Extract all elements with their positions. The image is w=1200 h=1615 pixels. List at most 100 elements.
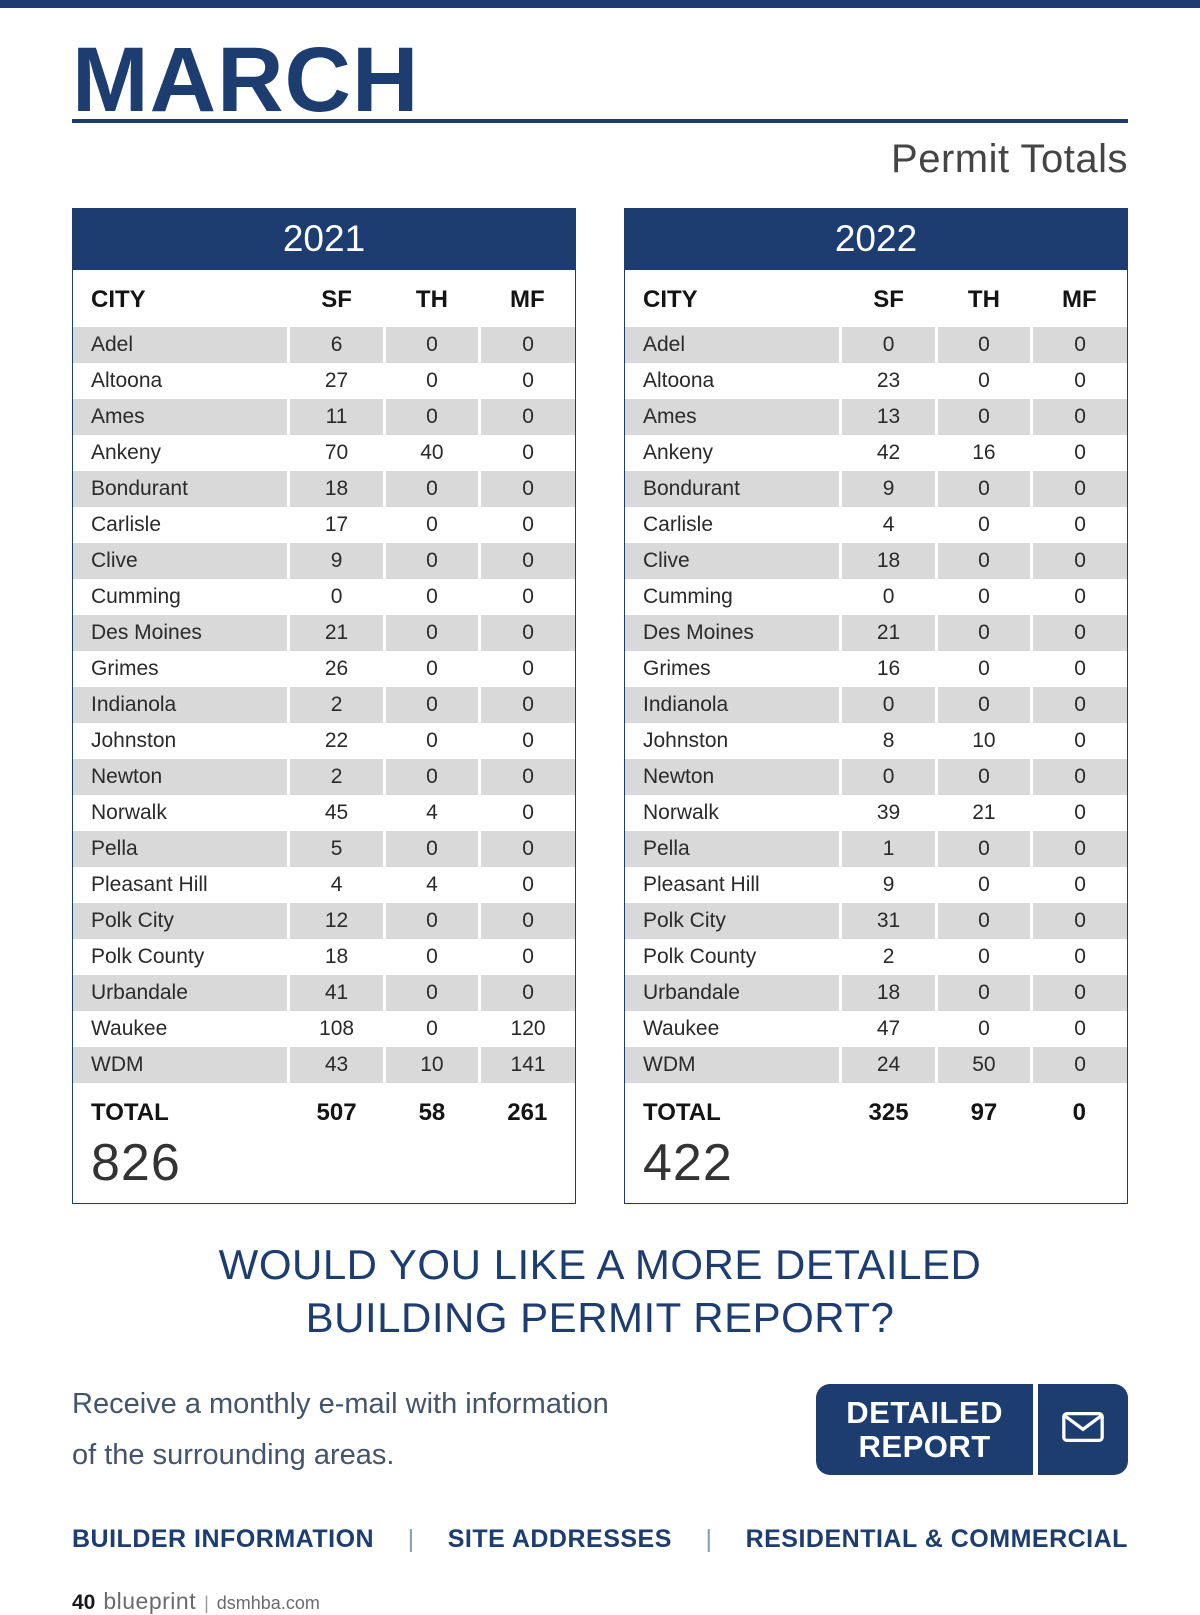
table-row: Johnston 22 0 0 [73,722,575,759]
permit-value: 0 [1030,470,1127,507]
permit-value: 18 [287,938,385,975]
city-name: Clive [643,548,690,572]
permit-data-table-2021: CITY SF TH MF Adel 6 0 0 Altoona 27 0 0 Ames 11 0 0… [73,270,575,1203]
permit-value: 26 [287,650,385,687]
table-row: Ankeny 42 16 0 [625,434,1127,471]
city-name: Altoona [91,368,163,392]
permit-value: 9 [839,470,937,507]
permit-value: 0 [934,1010,1032,1047]
permit-value: 0 [934,866,1032,903]
permit-value: 5 [287,830,385,867]
permit-value: 0 [382,758,480,795]
permit-value: 0 [382,398,480,435]
cta-row: Receive a monthly e-mail with informatio… [72,1379,1128,1481]
permit-value: 2 [839,938,937,975]
city-name: Pella [643,836,690,860]
total-mf: 0 [1072,1098,1086,1126]
column-header-sf: SF [321,285,352,313]
permit-value: 9 [287,542,385,579]
permit-value: 108 [287,1010,385,1047]
column-header-row: CITY SF TH MF [73,270,575,327]
table-row: Cumming 0 0 0 [625,578,1127,615]
table-row: Ames 13 0 0 [625,398,1127,435]
table-row: Polk County 18 0 0 [73,938,575,975]
city-name: Newton [91,764,163,788]
permit-value: 0 [1030,542,1127,579]
city-name: WDM [643,1052,696,1076]
permit-value: 0 [478,326,575,363]
permit-value: 0 [478,758,575,795]
total-sf: 507 [316,1098,357,1126]
permit-value: 0 [934,938,1032,975]
permit-value: 21 [934,794,1032,831]
permit-value: 0 [1030,830,1127,867]
city-name: Altoona [643,368,715,392]
permit-value: 0 [934,830,1032,867]
table-row: Urbandale 18 0 0 [625,974,1127,1011]
permit-value: 0 [934,578,1032,615]
detailed-report-button-label[interactable]: DETAILED REPORT [816,1384,1033,1476]
permit-value: 0 [1030,578,1127,615]
city-name: Adel [91,332,134,356]
table-row: Waukee 108 0 120 [73,1010,575,1047]
permit-value: 10 [934,722,1032,759]
permit-value: 47 [839,1010,937,1047]
permit-value: 0 [934,398,1032,435]
permit-value: 0 [934,902,1032,939]
table-row: Bondurant 18 0 0 [73,470,575,507]
permit-value: 16 [839,650,937,687]
permit-value: 0 [478,398,575,435]
footer-link-separator: | [407,1524,415,1553]
permit-value: 0 [1030,866,1127,903]
city-name: Clive [91,548,138,572]
year-header-2022: 2022 [625,208,1127,270]
envelope-icon [1060,1404,1106,1455]
city-name: Urbandale [91,980,188,1004]
permit-value: 0 [382,470,480,507]
grand-total-row: 826 [73,1131,575,1203]
city-name: Ames [643,404,697,428]
detailed-report-button[interactable]: DETAILED REPORT [816,1384,1128,1476]
permit-value: 0 [1030,362,1127,399]
permit-value: 2 [287,758,385,795]
total-label: TOTAL [643,1098,721,1126]
column-header-mf: MF [509,285,545,313]
cta-heading: WOULD YOU LIKE A MORE DETAILED BUILDING … [72,1238,1128,1346]
city-name: Grimes [91,656,159,680]
permit-value: 0 [934,974,1032,1011]
total-label: TOTAL [91,1098,169,1126]
permit-value: 0 [1030,902,1127,939]
city-name: Cumming [91,584,181,608]
permit-value: 23 [839,362,937,399]
permit-value: 141 [478,1046,575,1083]
permit-value: 0 [1030,758,1127,795]
permit-value: 0 [1030,974,1127,1011]
permit-value: 0 [382,938,480,975]
permit-value: 50 [934,1046,1032,1083]
footer-link-site-addresses: SITE ADDRESSES [447,1524,672,1553]
table-row: Ames 11 0 0 [73,398,575,435]
envelope-icon-button[interactable] [1038,1384,1128,1476]
permit-value: 0 [382,650,480,687]
permit-value: 0 [382,830,480,867]
permit-value: 9 [839,866,937,903]
site-url: dsmhba.com [216,1592,320,1613]
permit-value: 0 [478,722,575,759]
table-row: Indianola 0 0 0 [625,686,1127,723]
page-title: MARCH [72,29,420,131]
city-name: Bondurant [643,476,740,500]
table-row: WDM 43 10 141 [73,1046,575,1083]
column-header-th: TH [967,285,1000,313]
permit-value: 4 [382,794,480,831]
city-name: Johnston [91,728,177,752]
permit-value: 4 [287,866,385,903]
permit-value: 18 [839,974,937,1011]
permit-value: 0 [382,722,480,759]
table-row: Newton 2 0 0 [73,758,575,795]
permit-value: 0 [382,614,480,651]
table-row: Pleasant Hill 4 4 0 [73,866,575,903]
cta-body-line1: Receive a monthly e-mail with informatio… [72,1388,609,1421]
permit-value: 0 [934,362,1032,399]
permit-value: 17 [287,506,385,543]
cta-body-line2: of the surrounding areas. [72,1438,395,1471]
